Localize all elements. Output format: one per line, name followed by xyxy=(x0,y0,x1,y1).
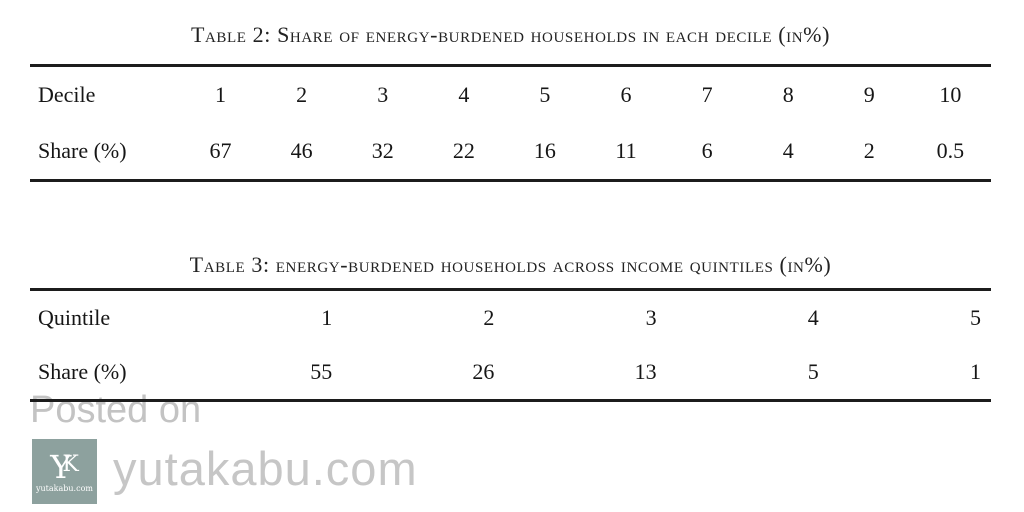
table2-caption: Table 2: Share of energy-burdened househ… xyxy=(190,22,831,47)
table-cell: 5 xyxy=(539,82,551,107)
table-cell: 1 xyxy=(321,305,333,330)
table-cell: 7 xyxy=(701,82,713,107)
table3-top-rule xyxy=(30,288,991,291)
table2-row-label-decile: Decile xyxy=(38,82,96,107)
logo-letter-k: K xyxy=(62,452,79,477)
table-cell: 4 xyxy=(782,138,794,163)
table-cell: 2 xyxy=(863,138,875,163)
yk-monogram-icon: YK xyxy=(50,450,79,483)
table-cell: 5 xyxy=(970,305,981,330)
table-cell: 0.5 xyxy=(936,138,965,163)
table-cell: 26 xyxy=(472,359,495,384)
table-cell: 2 xyxy=(483,305,495,330)
table3-caption: Table 3: energy-burdened households acro… xyxy=(189,252,832,277)
table-cell: 3 xyxy=(645,305,657,330)
table-cell: 32 xyxy=(371,138,394,163)
table-row: Share (%) 55 26 13 5 1 xyxy=(30,345,991,399)
table-cell: 22 xyxy=(452,138,475,163)
table2-bottom-rule xyxy=(30,179,991,182)
table-row: Share (%) 67 46 32 22 16 11 6 4 2 0.5 xyxy=(30,123,991,179)
table3-bottom-rule xyxy=(30,399,991,402)
table-cell: 9 xyxy=(863,82,875,107)
table3: Quintile 1 2 3 4 5 Share (%) 55 26 13 5 … xyxy=(30,291,991,399)
table3-row-label-quintile: Quintile xyxy=(38,305,111,330)
logo-caption-text: yutakabu.com xyxy=(36,484,93,493)
table3-row-label-share: Share (%) xyxy=(38,359,127,384)
watermark-posted-on: Posted on xyxy=(30,389,202,431)
table-cell: 5 xyxy=(807,359,819,384)
table-cell: 55 xyxy=(310,359,333,384)
table-cell: 46 xyxy=(290,138,313,163)
table-row: Quintile 1 2 3 4 5 xyxy=(30,291,991,345)
table-cell: 6 xyxy=(620,82,632,107)
table2: Decile 1 2 3 4 5 6 7 8 9 10 Share (%) 67… xyxy=(30,67,991,179)
table2-row-label-share: Share (%) xyxy=(38,138,127,163)
table-cell: 16 xyxy=(533,138,556,163)
table-cell: 2 xyxy=(296,82,308,107)
table-cell: 10 xyxy=(939,82,962,107)
table2-top-rule xyxy=(30,64,991,67)
table2-section: Table 2: Share of energy-burdened househ… xyxy=(30,20,991,182)
table-cell: 4 xyxy=(458,82,470,107)
yutakabu-logo: YK yutakabu.com xyxy=(32,439,97,504)
table-cell: 4 xyxy=(807,305,819,330)
table-cell: 3 xyxy=(377,82,389,107)
table-cell: 13 xyxy=(634,359,657,384)
logo-letter-y: Y xyxy=(50,448,72,486)
table-cell: 8 xyxy=(782,82,794,107)
table-cell: 6 xyxy=(701,138,713,163)
table3-section: Table 3: energy-burdened households acro… xyxy=(30,250,991,402)
table-cell: 11 xyxy=(615,138,637,163)
table-cell: 1 xyxy=(970,359,981,384)
table-row: Decile 1 2 3 4 5 6 7 8 9 10 xyxy=(30,67,991,123)
table-cell: 1 xyxy=(215,82,227,107)
watermark-site-text: yutakabu.com xyxy=(113,442,418,495)
table-cell: 67 xyxy=(209,138,232,163)
